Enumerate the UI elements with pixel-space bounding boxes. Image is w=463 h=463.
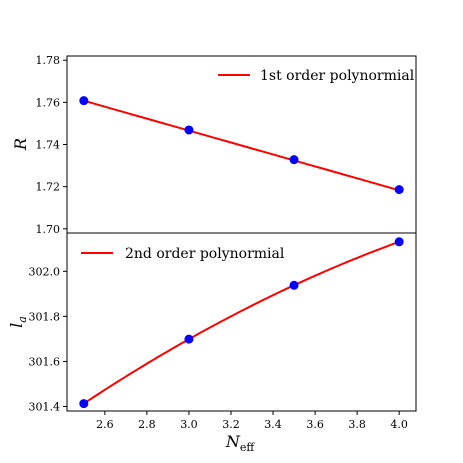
- bottom-legend-label: 2nd order polynormial: [125, 246, 285, 262]
- bottom-panel-frame: [66, 232, 417, 412]
- svg-text:la: la: [7, 316, 29, 328]
- fit-line: [83, 240, 400, 405]
- x-ticks: 2.6 2.8 3.0 3.2 3.4 3.6 3.8 4.0: [96, 411, 408, 431]
- x-tick-label: 3.0: [180, 418, 198, 431]
- bottom-y-label-sub: a: [16, 316, 29, 323]
- y-tick-label: 1.74: [36, 139, 61, 152]
- bottom-y-axis-label: la: [7, 316, 29, 328]
- bottom-y-ticks: 301.4 301.6 301.8 302.0: [29, 265, 67, 413]
- data-point: [289, 280, 299, 290]
- x-label-sub: eff: [240, 441, 256, 454]
- y-tick-label: 301.8: [29, 310, 61, 323]
- data-point: [289, 155, 299, 165]
- y-tick-label: 1.70: [36, 223, 61, 236]
- x-tick-label: 2.6: [96, 418, 114, 431]
- top-y-ticks: 1.70 1.72 1.74 1.76 1.78: [36, 54, 67, 236]
- bottom-legend: 2nd order polynormial: [81, 246, 285, 262]
- y-tick-label: 301.4: [29, 400, 61, 413]
- x-tick-label: 3.4: [264, 418, 282, 431]
- y-tick-label: 1.76: [36, 96, 61, 109]
- fit-line: [83, 99, 400, 192]
- data-point: [394, 185, 404, 195]
- top-y-axis-label: R: [11, 138, 30, 151]
- x-tick-label: 3.8: [348, 418, 366, 431]
- x-tick-label: 2.8: [138, 418, 156, 431]
- top-legend: 1st order polynormial: [218, 68, 415, 84]
- data-point: [79, 399, 89, 409]
- data-point: [184, 334, 194, 344]
- x-tick-label: 3.2: [222, 418, 240, 431]
- data-point: [184, 125, 194, 135]
- y-tick-label: 301.6: [29, 355, 61, 368]
- top-legend-label: 1st order polynormial: [260, 68, 415, 84]
- bottom-plot-area: [79, 237, 404, 409]
- x-axis-label: Neff: [225, 432, 256, 454]
- top-plot-area: [79, 96, 404, 195]
- bottom-y-label-main: l: [7, 323, 26, 328]
- y-tick-label: 302.0: [29, 265, 61, 278]
- x-tick-label: 3.6: [306, 418, 324, 431]
- data-point: [394, 237, 404, 247]
- y-tick-label: 1.72: [36, 181, 61, 194]
- data-point: [79, 96, 89, 106]
- x-label-main: N: [225, 432, 241, 451]
- x-tick-label: 4.0: [390, 418, 408, 431]
- y-tick-label: 1.78: [36, 54, 61, 67]
